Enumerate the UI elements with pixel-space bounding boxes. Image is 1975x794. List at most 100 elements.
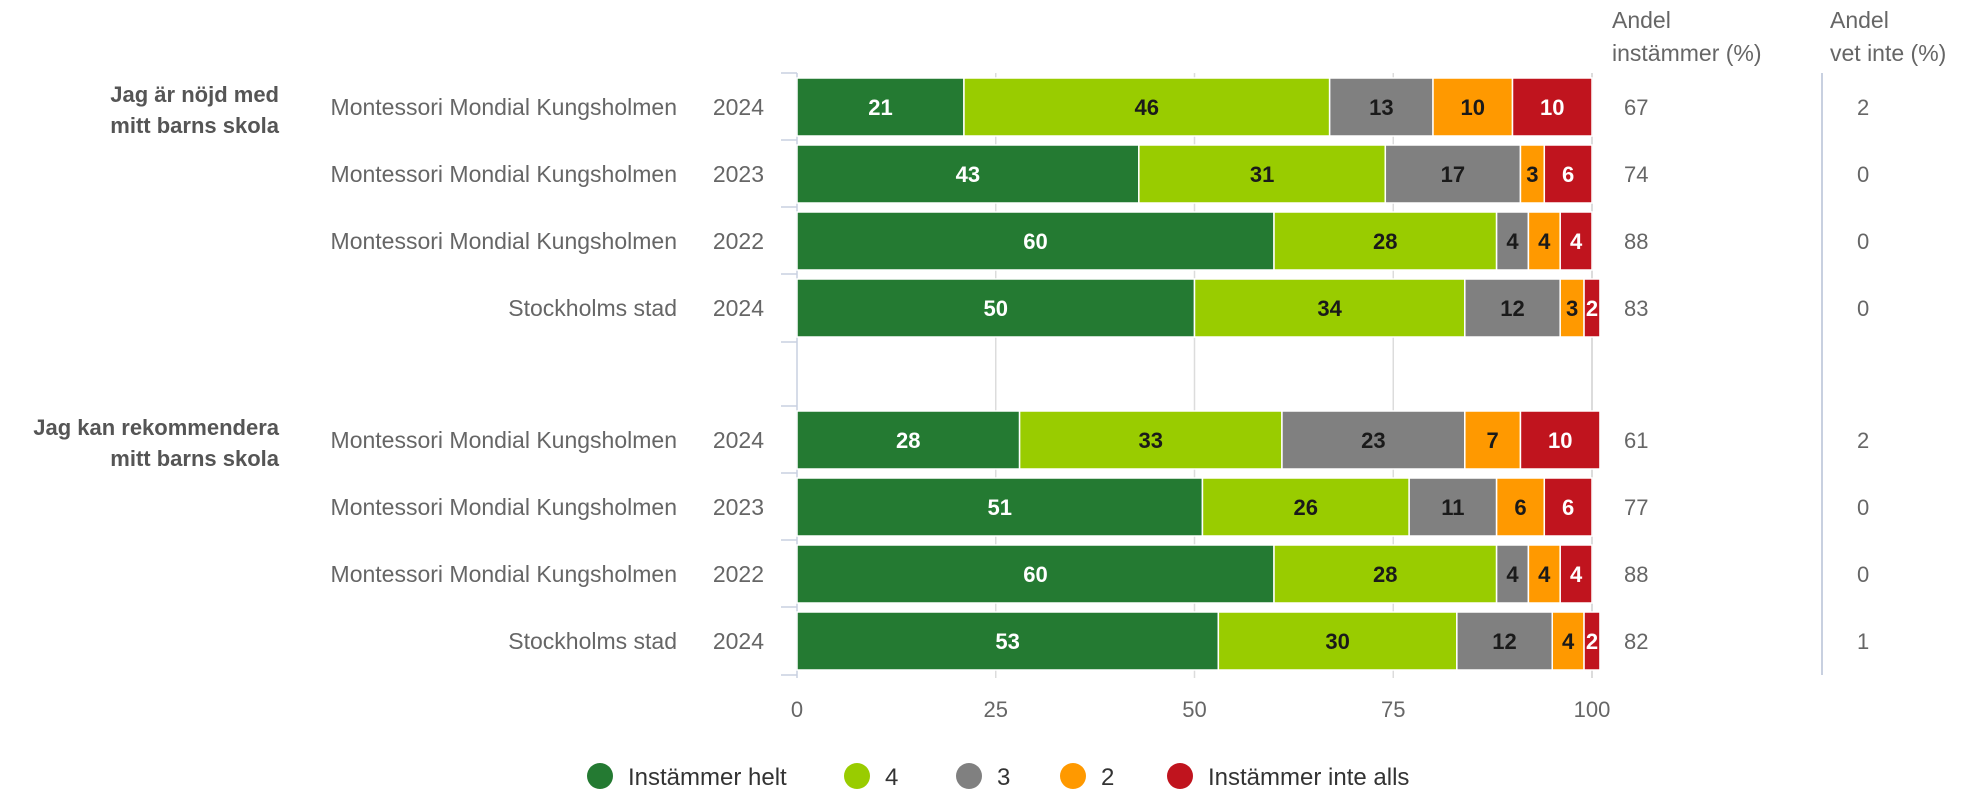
bar-segment xyxy=(1138,144,1387,204)
data-label: 31 xyxy=(1250,162,1274,187)
row-name-label: Stockholms stad xyxy=(508,295,677,321)
legend-label: Instämmer inte alls xyxy=(1208,764,1409,791)
bar-segment xyxy=(1273,211,1498,271)
data-label: 50 xyxy=(984,296,1008,321)
bar-segment xyxy=(1519,410,1601,470)
data-label: 4 xyxy=(1570,229,1583,254)
row-name-label: Montessori Mondial Kungsholmen xyxy=(331,494,677,520)
bar-segment xyxy=(1217,611,1458,671)
bar-segment xyxy=(1495,544,1530,604)
bar-segment xyxy=(1559,544,1593,604)
bar-segment xyxy=(1018,410,1283,470)
bar-segment xyxy=(796,77,965,137)
data-label: 7 xyxy=(1487,428,1499,453)
data-label: 3 xyxy=(1526,162,1538,187)
row-year-label: 2024 xyxy=(713,94,764,120)
bar-segment xyxy=(1543,144,1593,204)
data-label: 26 xyxy=(1294,495,1318,520)
bar-segment xyxy=(796,611,1220,671)
data-label: 6 xyxy=(1562,495,1574,520)
row-year-label: 2023 xyxy=(713,494,764,520)
row-year-label: 2024 xyxy=(713,295,764,321)
group-label: Jag är nöjd med xyxy=(110,82,279,107)
x-tick-label: 75 xyxy=(1381,697,1405,722)
data-label: 6 xyxy=(1514,495,1526,520)
data-label: 6 xyxy=(1562,162,1574,187)
row-year-label: 2022 xyxy=(713,228,764,254)
data-label: 60 xyxy=(1023,562,1047,587)
bar-segment xyxy=(796,410,1021,470)
data-label: 21 xyxy=(868,95,892,120)
agree-value: 77 xyxy=(1624,495,1648,520)
dontknow-value: 0 xyxy=(1857,229,1869,254)
bar-segment xyxy=(1583,611,1601,671)
data-label: 4 xyxy=(1570,562,1583,587)
agree-value: 88 xyxy=(1624,229,1648,254)
data-label: 2 xyxy=(1586,629,1598,654)
data-label: 51 xyxy=(987,495,1011,520)
bar-segment xyxy=(796,211,1275,271)
data-label: 4 xyxy=(1538,562,1551,587)
data-label: 13 xyxy=(1369,95,1393,120)
x-tick-label: 100 xyxy=(1574,697,1611,722)
legend-label: 2 xyxy=(1101,764,1114,791)
legend-label: Instämmer helt xyxy=(628,764,787,791)
bar-segment xyxy=(796,144,1140,204)
group-label: mitt barns skola xyxy=(110,446,279,471)
bar-segment xyxy=(1559,211,1593,271)
dontknow-value: 1 xyxy=(1857,629,1869,654)
agree-value: 61 xyxy=(1624,428,1648,453)
x-tick-label: 25 xyxy=(984,697,1008,722)
legend-label: 3 xyxy=(997,764,1010,791)
data-label: 12 xyxy=(1492,629,1516,654)
row-year-label: 2023 xyxy=(713,161,764,187)
data-label: 60 xyxy=(1023,229,1047,254)
bar-segment xyxy=(1511,77,1593,137)
bar-segment xyxy=(1456,611,1553,671)
x-tick-label: 50 xyxy=(1182,697,1206,722)
agree-value: 67 xyxy=(1624,95,1648,120)
data-label: 46 xyxy=(1135,95,1159,120)
data-label: 30 xyxy=(1325,629,1349,654)
data-label: 10 xyxy=(1461,95,1485,120)
data-label: 4 xyxy=(1506,229,1519,254)
legend-marker xyxy=(1060,763,1086,789)
agree-value: 74 xyxy=(1624,162,1648,187)
data-label: 17 xyxy=(1441,162,1465,187)
agree-value: 83 xyxy=(1624,296,1648,321)
row-name-label: Stockholms stad xyxy=(508,628,677,654)
row-name-label: Montessori Mondial Kungsholmen xyxy=(331,561,677,587)
dontknow-value: 2 xyxy=(1857,95,1869,120)
data-label: 4 xyxy=(1506,562,1519,587)
group-label: Jag kan rekommendera xyxy=(33,415,280,440)
bar-segment xyxy=(1464,410,1522,470)
dontknow-value: 2 xyxy=(1857,428,1869,453)
group-label: mitt barns skola xyxy=(110,113,279,138)
bar-segment xyxy=(796,544,1275,604)
bar-segment xyxy=(1328,77,1434,137)
data-label: 28 xyxy=(896,428,920,453)
row-name-label: Montessori Mondial Kungsholmen xyxy=(331,228,677,254)
bar-segment xyxy=(1583,278,1601,338)
data-label: 23 xyxy=(1361,428,1385,453)
data-label: 2 xyxy=(1586,296,1598,321)
row-name-label: Montessori Mondial Kungsholmen xyxy=(331,94,677,120)
bar-segment xyxy=(1495,477,1546,537)
bar-segment xyxy=(1384,144,1522,204)
bar-segment xyxy=(796,278,1196,338)
data-label: 34 xyxy=(1317,296,1342,321)
data-label: 28 xyxy=(1373,562,1397,587)
data-label: 4 xyxy=(1538,229,1551,254)
legend-label: 4 xyxy=(885,764,898,791)
agree-value: 88 xyxy=(1624,562,1648,587)
dontknow-value: 0 xyxy=(1857,562,1869,587)
data-label: 33 xyxy=(1139,428,1163,453)
row-name-label: Montessori Mondial Kungsholmen xyxy=(331,427,677,453)
row-year-label: 2024 xyxy=(713,628,764,654)
data-label: 3 xyxy=(1566,296,1578,321)
data-label: 43 xyxy=(956,162,980,187)
dontknow-value: 0 xyxy=(1857,296,1869,321)
data-label: 11 xyxy=(1441,495,1464,520)
